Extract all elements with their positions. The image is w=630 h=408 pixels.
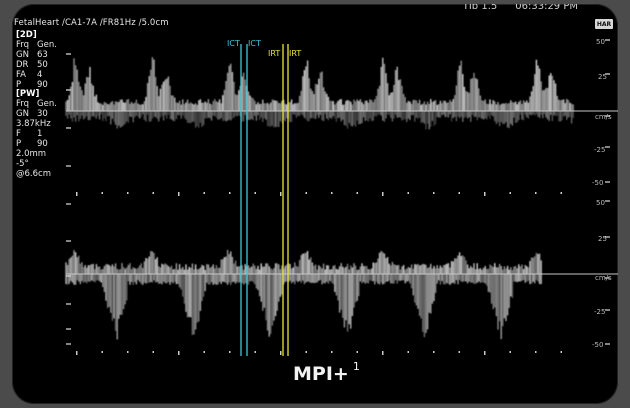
- 2d-param-value: 50: [37, 59, 48, 70]
- 2d-param-row: GN 63: [16, 49, 57, 61]
- 2d-param-value: 4: [37, 69, 43, 80]
- pw-param-key: GN: [16, 109, 29, 120]
- 2d-param-value: 90: [37, 79, 48, 90]
- doppler-spectrum: ICT ICT IRT IRT 50 25 cm/s -25 -50 50 25…: [65, 38, 618, 356]
- section-2d-label: [2D]: [16, 30, 37, 40]
- section-pw-label: [PW]: [16, 89, 40, 100]
- scale-top-m50: -50: [592, 179, 603, 187]
- 2d-param-value: Gen.: [37, 39, 57, 50]
- pw-param-value: Gen.: [37, 99, 57, 110]
- scale-top-25: 25: [598, 73, 607, 81]
- mpi-caption: MPI+ 1: [293, 360, 360, 385]
- harmonic-icon: HAR: [595, 19, 613, 29]
- pw-param-key: F: [16, 129, 21, 140]
- status-readout: TIb 1.5 06:33:29 PM: [445, 4, 578, 12]
- pw-param-row: GN 30: [16, 109, 57, 120]
- pw-param-value: 90: [37, 138, 48, 149]
- pw-param-row: P 90: [16, 138, 57, 150]
- pw-param-row: 2.0mm: [16, 148, 57, 160]
- probe-info-header: FetalHeart /CA1-7A /FR81Hz /5.0cm: [14, 18, 169, 28]
- 2d-param-row: DR 50: [16, 59, 57, 71]
- ict-label-right: ICT: [248, 39, 261, 48]
- scale-bottom-unit: cm/s: [595, 274, 612, 282]
- 2d-param-row: P 90: [16, 79, 57, 91]
- ultrasound-display: FetalHeart /CA1-7A /FR81Hz /5.0cm TIb 1.…: [12, 4, 618, 404]
- scale-bottom-50: 50: [596, 199, 605, 207]
- scale-top-m25: -25: [594, 146, 605, 154]
- scale-bottom-25: 25: [598, 235, 607, 243]
- mpi-label: MPI+: [293, 363, 349, 385]
- 2d-param-key: Frq: [16, 39, 30, 50]
- pw-param-value: 30: [37, 109, 48, 120]
- thermal-index: TIb 1.5: [462, 4, 498, 12]
- 2d-param-value: 63: [37, 49, 48, 60]
- pw-param-value: @6.6cm: [16, 168, 51, 179]
- pw-param-row: Frq Gen.: [16, 99, 57, 110]
- 2d-param-key: FA: [16, 69, 26, 80]
- imaging-parameters: [2D] Frq Gen. GN 63 DR 50 FA 4 P 90 [PW] Frq Gen. G…: [16, 30, 57, 180]
- 2d-param-key: P: [16, 79, 22, 90]
- scale-top-unit: cm/s: [595, 113, 612, 121]
- scale-top-50: 50: [596, 38, 605, 46]
- 2d-param-row: Frq Gen.: [16, 39, 57, 51]
- pw-param-key: Frq: [16, 99, 30, 110]
- clock-time: 06:33:29 PM: [515, 4, 578, 12]
- irt-label-right: IRT: [289, 49, 301, 58]
- 2d-param-row: FA 4: [16, 69, 57, 81]
- ict-label-left: ICT: [227, 39, 240, 48]
- mpi-superscript: 1: [352, 360, 360, 373]
- pw-param-row: 3.87kHz: [16, 119, 57, 130]
- scale-bottom-m50: -50: [592, 341, 603, 349]
- pw-param-row: @6.6cm: [16, 168, 57, 180]
- pw-param-value: 1: [37, 129, 43, 140]
- pw-param-value: 2.0mm: [16, 148, 47, 159]
- 2d-param-key: GN: [16, 49, 29, 60]
- irt-label-left: IRT: [268, 49, 280, 58]
- 2d-param-key: DR: [16, 59, 29, 70]
- pw-param-value: -5°: [16, 158, 29, 169]
- pw-param-row: -5°: [16, 158, 57, 170]
- pw-param-key: P: [16, 138, 22, 149]
- pw-param-value: 3.87kHz: [16, 119, 51, 130]
- scale-bottom-m25: -25: [594, 308, 605, 316]
